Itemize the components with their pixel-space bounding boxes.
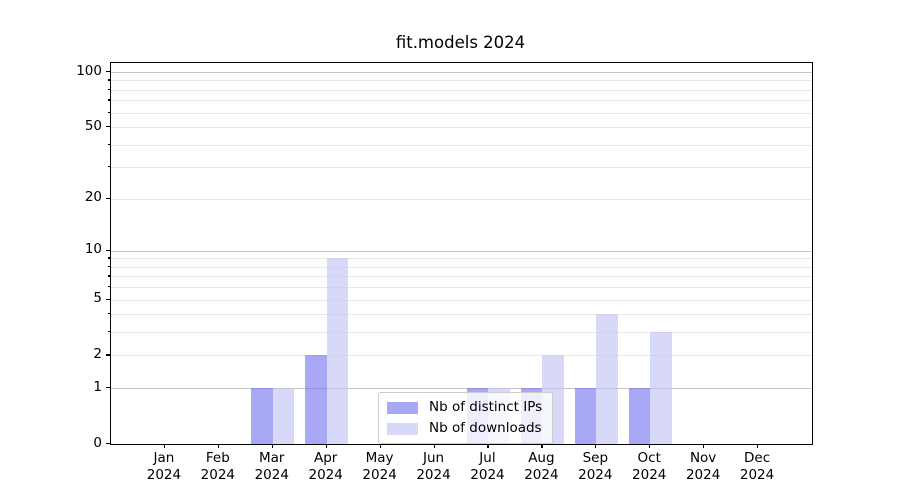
legend-label-distinct-ips: Nb of distinct IPs <box>429 399 543 415</box>
bar-nb-of-distinct-ips-oct <box>628 388 651 444</box>
gridline-major <box>111 250 812 252</box>
x-tick <box>649 444 651 448</box>
x-tick-label: Sep 2024 <box>578 450 613 483</box>
y-minor-tick <box>107 257 110 259</box>
x-tick <box>325 444 327 448</box>
x-tick <box>595 444 597 448</box>
x-tick <box>217 444 220 448</box>
gridline-minor <box>111 332 812 334</box>
y-minor-tick <box>107 166 110 168</box>
y-minor-tick <box>107 265 110 268</box>
y-minor-tick <box>107 99 110 101</box>
bar-nb-of-downloads-apr <box>326 258 349 444</box>
y-tick-label: 2 <box>93 345 102 362</box>
x-tick <box>757 444 759 448</box>
y-tick-label: 1 <box>93 378 102 395</box>
gridline-minor <box>111 287 812 289</box>
x-tick-label: Jan 2024 <box>146 450 182 483</box>
y-minor-tick <box>107 354 110 356</box>
x-tick-label: Nov 2024 <box>685 450 721 483</box>
gridline-minor <box>111 80 812 82</box>
y-minor-tick <box>107 286 110 288</box>
gridline-major <box>111 72 812 74</box>
legend-swatch-distinct-ips-icon <box>387 401 418 414</box>
bar-nb-of-distinct-ips-apr <box>305 355 327 444</box>
x-tick-label: Apr 2024 <box>308 450 343 483</box>
gridline-minor <box>111 258 812 260</box>
x-tick <box>703 444 705 448</box>
gridline-minor <box>111 127 812 129</box>
y-minor-tick <box>107 111 110 113</box>
y-minor-tick <box>107 197 110 199</box>
x-tick-label: Oct 2024 <box>632 450 667 483</box>
gridline-minor <box>111 266 812 268</box>
gridline-minor <box>111 100 812 102</box>
legend-swatch-downloads-icon <box>387 422 418 435</box>
y-tick <box>105 249 110 251</box>
y-minor-tick <box>107 331 110 333</box>
bar-nb-of-downloads-sep <box>596 314 618 444</box>
gridline-minor <box>111 314 812 316</box>
x-tick-label: Feb 2024 <box>200 450 236 483</box>
x-tick <box>433 444 435 448</box>
x-tick-label: Jul 2024 <box>470 450 505 483</box>
y-minor-tick <box>107 275 110 277</box>
chart-title: fit.models 2024 <box>395 33 526 52</box>
legend-item-downloads: Nb of downloads <box>387 419 542 438</box>
gridline-minor <box>111 89 812 91</box>
gridline-minor <box>111 198 812 200</box>
bar-nb-of-distinct-ips-mar <box>251 388 273 444</box>
y-tick-label: 100 <box>76 62 102 79</box>
bar-nb-of-downloads-mar <box>272 388 295 444</box>
y-minor-tick <box>107 313 110 315</box>
gridline-minor <box>111 112 812 114</box>
x-tick <box>541 444 543 448</box>
x-tick <box>487 444 489 448</box>
gridline-minor <box>111 167 812 169</box>
x-tick-label: Mar 2024 <box>254 450 289 483</box>
x-tick-label: Dec 2024 <box>739 450 775 483</box>
legend-item-distinct-ips: Nb of distinct IPs <box>387 398 542 417</box>
legend: Nb of distinct IPs Nb of downloads <box>378 392 554 444</box>
bar-nb-of-downloads-oct <box>650 332 672 444</box>
y-minor-tick <box>107 79 110 81</box>
legend-label-downloads: Nb of downloads <box>429 420 542 436</box>
y-minor-tick <box>107 298 110 300</box>
gridline-minor <box>111 276 812 278</box>
y-tick <box>105 71 110 73</box>
x-tick <box>379 444 381 448</box>
x-tick <box>271 444 273 448</box>
gridline-major <box>111 388 812 390</box>
y-tick <box>105 443 110 445</box>
y-tick-label: 20 <box>84 189 102 206</box>
x-tick-label: Aug 2024 <box>524 450 559 483</box>
x-tick <box>163 444 166 448</box>
gridline-minor <box>111 144 812 146</box>
x-tick-label: May 2024 <box>362 450 397 483</box>
y-minor-tick <box>107 143 110 145</box>
y-tick-label: 50 <box>84 117 102 134</box>
y-tick-label: 10 <box>84 241 102 258</box>
y-minor-tick <box>107 88 110 91</box>
y-tick <box>105 387 110 389</box>
x-tick-label: Jun 2024 <box>416 450 451 483</box>
gridline-minor <box>111 299 812 301</box>
bar-nb-of-distinct-ips-sep <box>574 388 597 444</box>
y-tick-label: 5 <box>93 290 102 307</box>
plot-area <box>110 62 813 445</box>
gridline-minor <box>111 355 812 357</box>
y-tick-label: 0 <box>93 434 102 451</box>
y-minor-tick <box>107 126 110 128</box>
